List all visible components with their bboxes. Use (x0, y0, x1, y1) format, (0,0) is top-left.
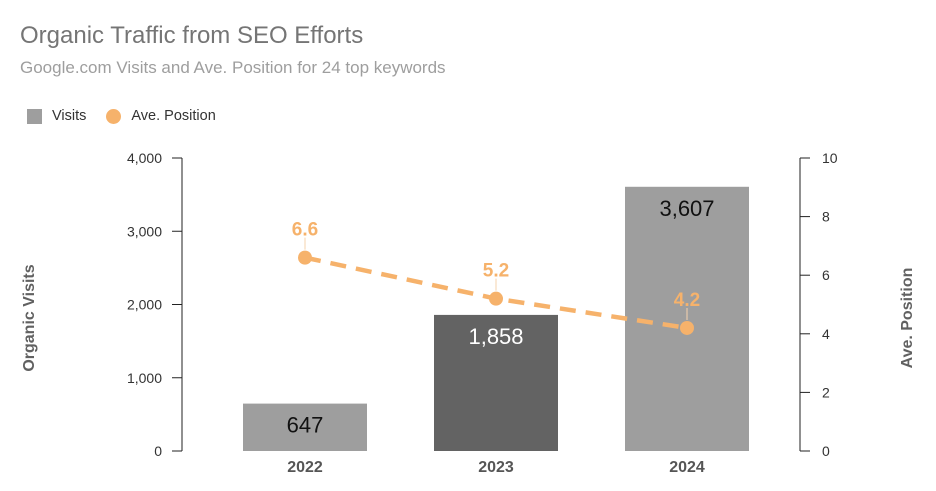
point-value-label: 5.2 (483, 261, 509, 282)
legend-swatch-ave-position (106, 108, 122, 124)
y-axis-title-left: Organic Visits (21, 264, 38, 371)
x-tick-label: 2023 (478, 459, 514, 476)
y-tick-label-left: 3,000 (127, 223, 162, 239)
y-tick-label-right: 6 (822, 267, 830, 283)
y-tick-label-left: 1,000 (127, 370, 162, 386)
bar-value-label: 3,607 (659, 196, 714, 221)
y-tick-label-right: 2 (822, 384, 830, 400)
legend-label-ave-position: Ave. Position (131, 108, 216, 124)
bar (243, 403, 367, 451)
y-tick-label-left: 0 (154, 443, 162, 459)
point-value-label: 6.6 (292, 220, 318, 241)
chart-title: Organic Traffic from SEO Efforts (20, 22, 364, 49)
legend-label-visits: Visits (52, 108, 87, 124)
bar-value-label: 647 (287, 413, 324, 438)
line-point (298, 250, 312, 265)
y-tick-label-left: 4,000 (127, 150, 162, 166)
y-tick-label-right: 8 (822, 209, 830, 225)
line-point (680, 320, 694, 335)
legend-swatch-visits (27, 108, 42, 124)
legend-item-visits[interactable]: Visits (27, 108, 86, 124)
y-axis-title-right: Ave. Position (899, 268, 916, 369)
bar-value-label: 1,858 (468, 324, 523, 349)
y-tick-label-right: 10 (822, 150, 838, 166)
x-tick-label: 2022 (287, 459, 323, 476)
y-tick-label-left: 2,000 (127, 297, 162, 313)
y-tick-label-right: 0 (822, 443, 830, 459)
bar (434, 314, 558, 451)
chart-legend: Visits Ave. Position (27, 108, 236, 124)
chart-subtitle: Google.com Visits and Ave. Position for … (20, 58, 446, 77)
line-point (489, 291, 503, 306)
y-tick-label-right: 4 (822, 326, 830, 342)
x-tick-label: 2024 (669, 459, 705, 476)
legend-item-ave-position[interactable]: Ave. Position (106, 108, 216, 124)
point-value-label: 4.2 (674, 290, 700, 311)
